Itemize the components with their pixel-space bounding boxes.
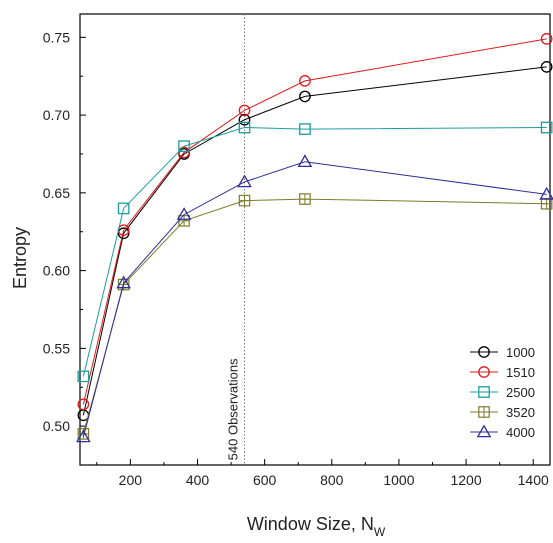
legend-label: 3520 <box>506 405 535 420</box>
y-axis-title: Entropy <box>10 227 30 289</box>
x-tick-label: 1000 <box>383 472 414 488</box>
data-point <box>77 398 90 411</box>
x-tick-label: 400 <box>186 472 210 488</box>
data-point <box>116 275 131 289</box>
observation-label: 540 Observations <box>226 358 241 460</box>
y-tick-label: 0.65 <box>43 185 70 201</box>
data-point <box>299 123 311 135</box>
series-line <box>82 38 547 405</box>
legend-item-1000: 1000 <box>470 345 535 360</box>
series-line <box>82 127 547 377</box>
data-point <box>478 386 490 398</box>
data-point <box>237 174 252 188</box>
plot-frame <box>79 13 551 466</box>
data-point <box>176 207 192 220</box>
legend-label: 1510 <box>506 365 535 380</box>
x-tick-label: 1200 <box>450 472 481 488</box>
x-tick-label: 200 <box>119 472 143 488</box>
series-line <box>82 161 547 438</box>
legend-label: 4000 <box>506 425 535 440</box>
x-tick-label: 1400 <box>518 472 549 488</box>
data-point <box>76 429 91 443</box>
data-point <box>299 193 311 205</box>
legend-label: 2500 <box>506 385 535 400</box>
data-point <box>178 146 190 159</box>
series-1510 <box>77 33 553 411</box>
data-point <box>238 104 251 117</box>
data-point <box>299 75 311 87</box>
legend: 1000 1510 2500 3520 4000 <box>470 345 535 440</box>
data-point <box>117 202 130 215</box>
data-point <box>238 121 251 134</box>
data-point <box>540 61 553 73</box>
annotations: 540 Observations <box>226 14 245 465</box>
series-4000 <box>76 154 553 443</box>
axes: 200 400 600 800 1000 1200 1400 0.50 0.55 0.60 0.65… <box>43 13 551 488</box>
y-tick-label: 0.50 <box>43 418 70 434</box>
y-tick-label: 0.60 <box>43 263 70 279</box>
data-point <box>178 140 190 153</box>
data-point <box>299 90 311 103</box>
data-point <box>238 113 251 126</box>
legend-item-2500: 2500 <box>470 385 535 400</box>
data-point <box>117 227 130 240</box>
data-point <box>540 121 553 134</box>
x-tick-label: 800 <box>320 472 344 488</box>
series-line <box>82 66 547 416</box>
y-tick-label: 0.75 <box>43 29 70 45</box>
x-axis-title: Window Size, NW <box>247 514 386 539</box>
series-3520 <box>77 193 553 440</box>
data-point <box>476 424 492 438</box>
series-group <box>76 33 553 443</box>
data-point <box>540 33 553 45</box>
legend-item-3520: 3520 <box>470 405 535 420</box>
legend-item-1510: 1510 <box>470 365 535 380</box>
data-point <box>539 186 553 200</box>
legend-item-4000: 4000 <box>470 424 535 440</box>
data-point <box>77 370 90 383</box>
data-point <box>478 346 490 358</box>
series-line <box>82 198 547 435</box>
series-2500 <box>77 121 553 383</box>
legend-label: 1000 <box>506 345 535 360</box>
data-point <box>478 406 490 418</box>
y-tick-label: 0.70 <box>43 107 70 123</box>
x-axis-title-subscript: W <box>374 525 386 539</box>
y-tick-label: 0.55 <box>43 340 70 356</box>
data-point <box>238 194 251 207</box>
data-point <box>297 154 313 168</box>
series-1000 <box>77 61 553 422</box>
data-point <box>478 366 490 378</box>
x-tick-label: 600 <box>253 472 277 488</box>
